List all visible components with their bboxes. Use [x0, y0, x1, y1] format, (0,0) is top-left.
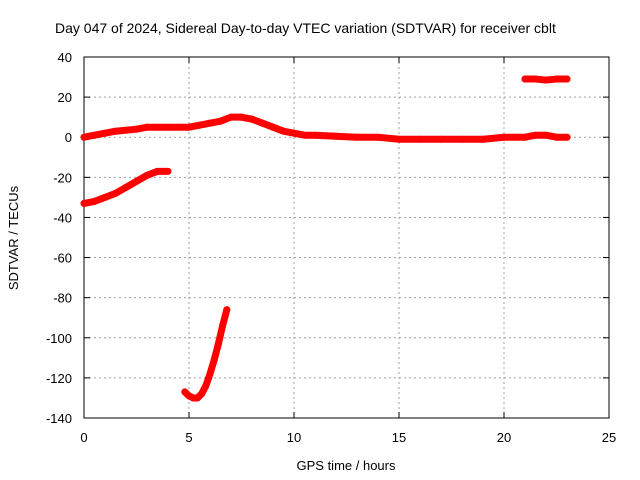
y-tick-label: -120 [46, 371, 72, 386]
data-point [143, 171, 151, 179]
data-point [214, 340, 222, 348]
data-point [563, 75, 571, 83]
y-tick-label: -80 [53, 291, 72, 306]
data-point [143, 123, 151, 131]
data-point [210, 356, 218, 364]
chart-title: Day 047 of 2024, Sidereal Day-to-day VTE… [55, 20, 556, 36]
data-series [80, 75, 571, 402]
data-point [219, 322, 227, 330]
data-point [217, 117, 224, 125]
x-tick-label: 15 [392, 430, 406, 445]
data-point [91, 197, 98, 205]
data-point [80, 133, 88, 141]
data-point [196, 121, 203, 129]
data-point [269, 123, 277, 131]
data-point [91, 131, 98, 139]
data-point [198, 390, 206, 398]
y-tick-label: -40 [53, 210, 72, 225]
x-tick-label: 10 [287, 430, 301, 445]
data-point [374, 133, 382, 141]
data-point [112, 189, 119, 197]
data-point [202, 382, 210, 390]
data-point [532, 131, 539, 139]
data-point [164, 123, 172, 131]
data-point [416, 135, 424, 143]
data-point [532, 75, 539, 83]
data-point [154, 123, 161, 131]
data-point [223, 306, 231, 314]
data-point [112, 127, 119, 135]
data-point [542, 76, 550, 84]
data-point [238, 113, 245, 121]
data-point [133, 125, 140, 133]
data-point [395, 135, 403, 143]
y-axis-label: SDTVAR / TECUs [6, 185, 21, 290]
data-point [353, 133, 361, 141]
y-tick-label: -20 [53, 170, 72, 185]
y-tick-label: 40 [58, 50, 72, 65]
data-point [248, 115, 256, 123]
data-point [280, 127, 287, 135]
x-tick-label: 20 [497, 430, 511, 445]
x-tick-label: 5 [185, 430, 192, 445]
y-tick-label: -60 [53, 251, 72, 266]
data-point [164, 167, 172, 175]
y-tick-label: -140 [46, 411, 72, 426]
data-point [206, 370, 214, 378]
data-point [101, 193, 109, 201]
x-axis-label: GPS time / hours [297, 458, 396, 473]
data-point [122, 126, 130, 134]
y-tick-labels: 40 20 0 -20 -40 -60 -80 -100 -120 -140 [46, 50, 72, 426]
data-point [332, 132, 340, 140]
data-point [154, 167, 161, 175]
data-point [175, 123, 182, 131]
data-point [259, 119, 266, 127]
data-point [511, 133, 518, 141]
data-point [563, 133, 571, 141]
y-tick-label: -100 [46, 331, 72, 346]
data-point [553, 133, 560, 141]
data-point [311, 131, 319, 139]
data-point [122, 183, 130, 191]
data-point [80, 199, 88, 207]
x-tick-label: 25 [602, 430, 616, 445]
data-point [185, 123, 193, 131]
data-point [290, 129, 298, 137]
data-point [521, 133, 529, 141]
x-tick-labels: 0 5 10 15 20 25 [80, 430, 616, 445]
data-point [521, 75, 529, 83]
y-tick-label: 20 [58, 90, 72, 105]
grid-lines [84, 57, 609, 418]
plot-frame [83, 56, 610, 419]
y-tick-label: 0 [65, 130, 72, 145]
data-point [206, 119, 214, 127]
data-point [553, 75, 560, 83]
x-tick-label: 0 [80, 430, 87, 445]
axis-ticks [83, 56, 610, 419]
data-point [301, 131, 308, 139]
data-point [133, 177, 140, 185]
data-point [500, 133, 508, 141]
data-point [227, 113, 235, 121]
data-point [458, 135, 466, 143]
data-point [101, 129, 109, 137]
data-point [479, 135, 487, 143]
data-point [437, 135, 445, 143]
data-point [542, 131, 550, 139]
